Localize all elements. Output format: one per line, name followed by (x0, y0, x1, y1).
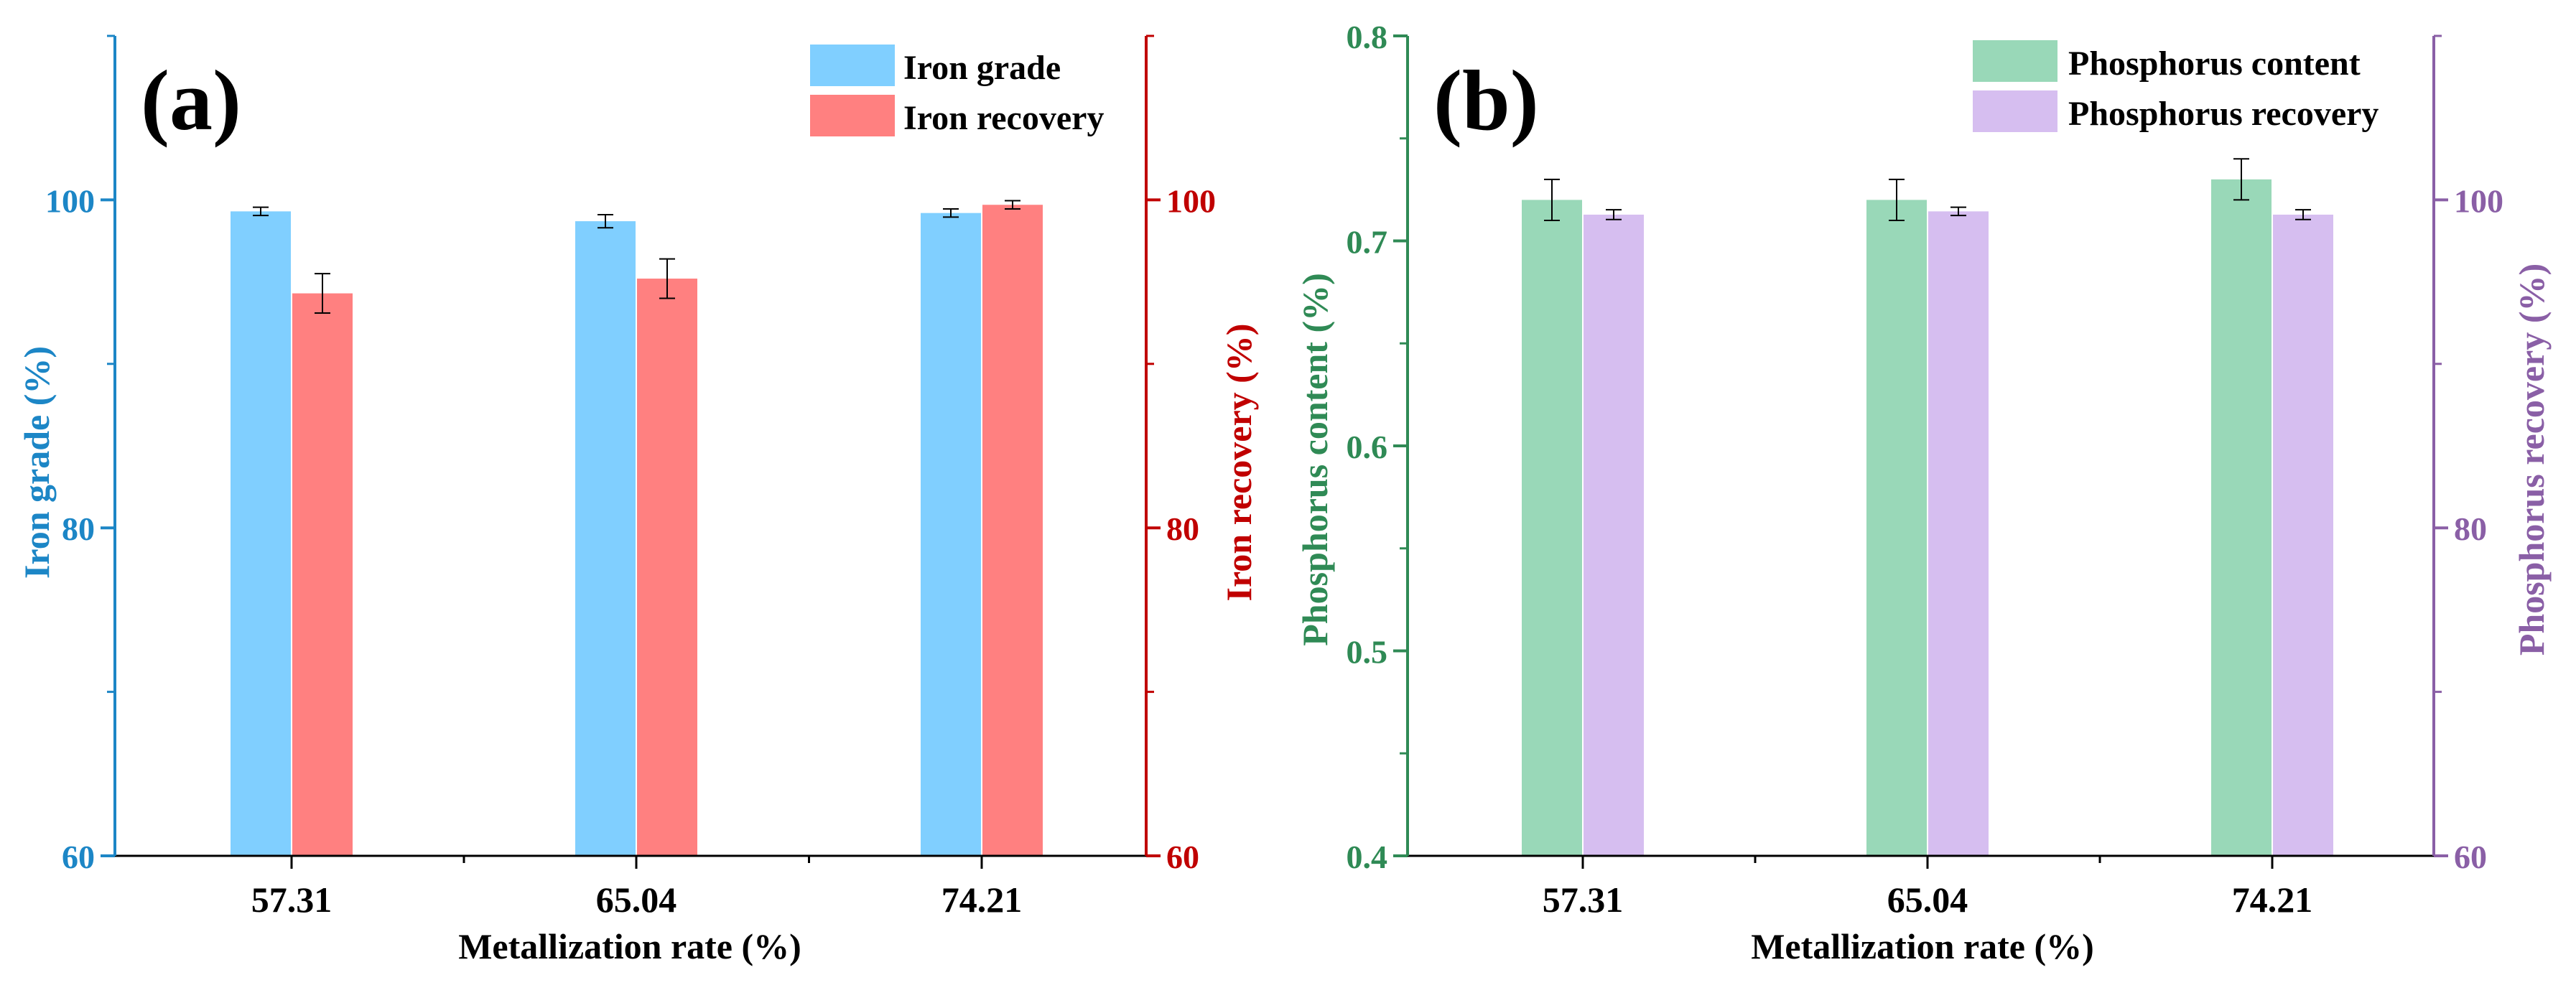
panel-a: 60 80 100 60 80 100 57.31 65.04 74.21 (a) Iron g… (17, 34, 1259, 966)
left-tick-label: 0.6 (1347, 429, 1388, 465)
bar-iron-grade-2 (921, 213, 981, 856)
errorbar-iron-recovery-2 (1005, 200, 1020, 210)
panel-b-left-ylabel: Phosphorus content (%) (1295, 273, 1335, 645)
right-tick-label: 80 (1166, 510, 1199, 547)
bar-phosphorus-recovery-1 (1928, 211, 1989, 856)
errorbar-phosphorus-content-0 (1544, 178, 1560, 221)
legend-swatch-iron-grade (810, 45, 895, 86)
panel-a-right-ylabel: Iron recovery (%) (1219, 324, 1259, 602)
errorbar-iron-grade-1 (597, 213, 613, 229)
legend-swatch-phosphorus-content (1973, 40, 2057, 82)
bar-iron-recovery-2 (982, 205, 1043, 856)
x-tick-label: 57.31 (251, 880, 333, 920)
legend-label-phosphorus-content: Phosphorus content (2068, 45, 2361, 83)
panel-a-left-ylabel: Iron grade (%) (17, 346, 57, 579)
panel-b-right-ylabel: Phosphorus recovery (%) (2511, 264, 2552, 656)
legend-label-phosphorus-recovery: Phosphorus recovery (2068, 95, 2379, 133)
panel-a-xlabel: Metallization rate (%) (458, 926, 801, 966)
left-tick-label: 80 (62, 510, 95, 547)
panel-a-label: (a) (141, 52, 241, 148)
bar-iron-recovery-0 (292, 293, 353, 856)
left-tick-label: 100 (45, 182, 95, 219)
errorbar-phosphorus-recovery-2 (2295, 209, 2311, 220)
x-tick-label: 57.31 (1543, 880, 1624, 920)
panel-b-legend: Phosphorus content Phosphorus recovery (1973, 40, 2379, 133)
legend-label-iron-recovery: Iron recovery (903, 99, 1104, 137)
bar-phosphorus-content-2 (2211, 179, 2272, 857)
errorbar-iron-grade-0 (253, 206, 269, 217)
right-tick-label: 80 (2454, 510, 2487, 547)
panel-a-legend: Iron grade Iron recovery (810, 45, 1104, 137)
right-tick-label: 100 (1166, 182, 1216, 219)
left-tick-label: 0.4 (1347, 839, 1388, 875)
errorbar-iron-recovery-0 (315, 273, 330, 314)
x-tick-label: 65.04 (1887, 880, 1968, 920)
bar-iron-grade-0 (231, 211, 291, 856)
bar-iron-grade-1 (575, 221, 636, 856)
right-tick-label: 60 (2454, 839, 2487, 875)
errorbar-iron-recovery-1 (659, 258, 675, 299)
right-tick-label: 100 (2454, 182, 2503, 219)
errorbar-phosphorus-recovery-0 (1606, 209, 1622, 220)
bar-phosphorus-recovery-2 (2273, 214, 2333, 856)
errorbar-phosphorus-recovery-1 (1950, 206, 1966, 217)
x-tick-label: 74.21 (2232, 880, 2313, 920)
bar-iron-recovery-1 (637, 279, 697, 857)
bar-phosphorus-content-0 (1522, 200, 1582, 856)
left-tick-label: 60 (62, 839, 95, 875)
legend-swatch-phosphorus-recovery (1973, 90, 2057, 132)
errorbar-iron-grade-2 (943, 207, 959, 218)
legend-label-iron-grade: Iron grade (903, 49, 1061, 87)
bar-phosphorus-recovery-0 (1584, 214, 1644, 856)
right-tick-label: 60 (1166, 839, 1199, 875)
panel-b-xlabel: Metallization rate (%) (1751, 926, 2094, 966)
errorbar-phosphorus-content-1 (1889, 178, 1905, 221)
errorbar-phosphorus-content-2 (2233, 158, 2249, 201)
panel-b-label: (b) (1433, 52, 1539, 148)
left-tick-label: 0.7 (1347, 224, 1388, 261)
x-tick-label: 65.04 (596, 880, 677, 920)
x-tick-label: 74.21 (941, 880, 1023, 920)
left-tick-label: 0.8 (1347, 19, 1388, 55)
panel-b: 0.4 0.5 0.6 0.7 0.8 60 80 100 57.31 65.04 74.21 (b… (1295, 19, 2552, 966)
bar-phosphorus-content-1 (1866, 200, 1927, 856)
legend-swatch-iron-recovery (810, 95, 895, 136)
left-tick-label: 0.5 (1347, 634, 1388, 671)
